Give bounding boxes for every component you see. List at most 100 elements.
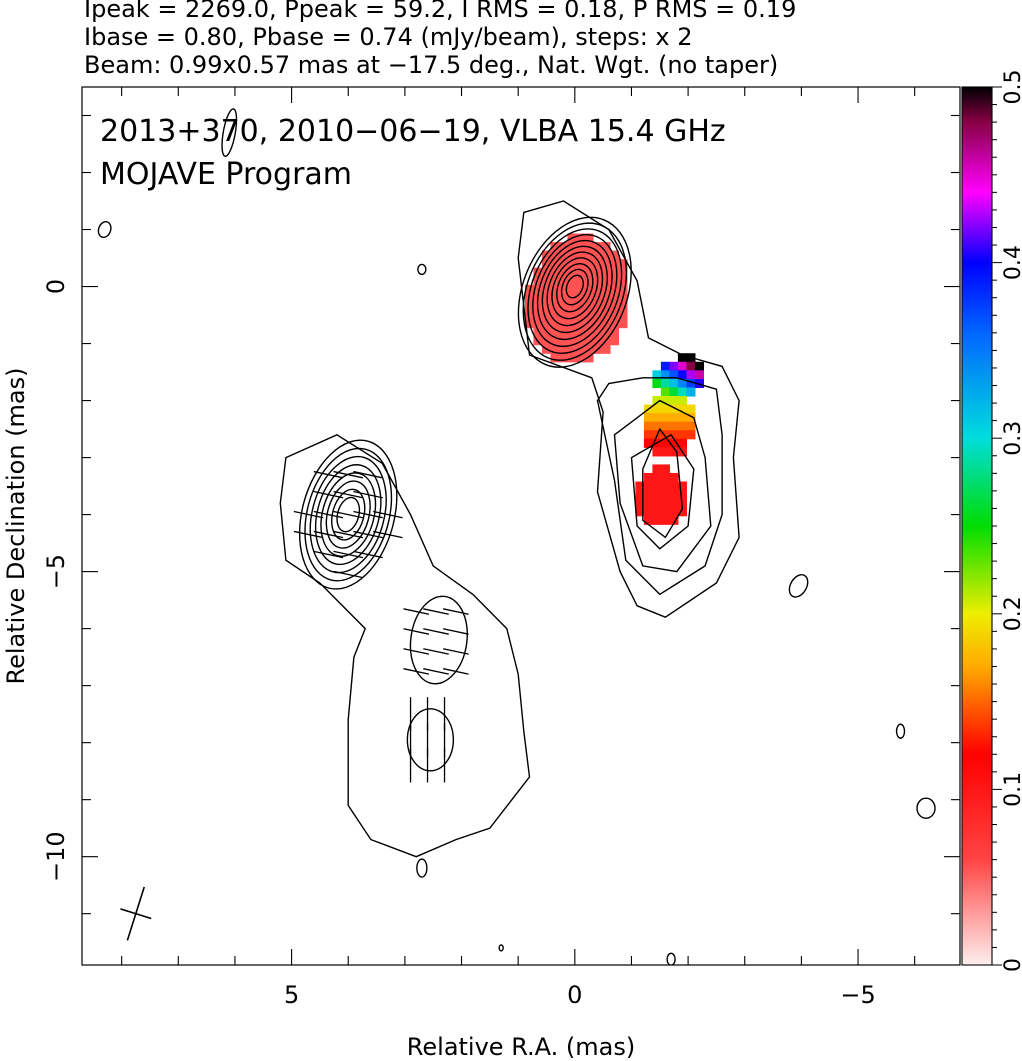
- pol-pixel: [584, 267, 594, 277]
- pol-pixel: [541, 267, 552, 277]
- pol-pixel: [550, 250, 560, 260]
- pol-pixel: [541, 250, 552, 260]
- evpa-tick: [423, 628, 449, 635]
- pol-pixel: [660, 498, 670, 508]
- pol-pixel: [601, 250, 611, 260]
- pol-pixel: [550, 284, 560, 294]
- pol-pixel: [660, 421, 670, 431]
- pol-pixel: [584, 276, 594, 286]
- pol-pixel: [575, 293, 586, 303]
- pol-pixel: [550, 301, 560, 312]
- pol-pixel: [669, 481, 679, 491]
- contour: [916, 797, 936, 819]
- pol-pixel: [643, 472, 653, 483]
- y-axis-label: Relative Declination (mas): [2, 367, 30, 684]
- pol-pixel: [592, 301, 603, 312]
- pol-pixel: [694, 361, 704, 371]
- pol-pixel: [609, 267, 620, 277]
- evpa-tick: [403, 648, 430, 655]
- pol-pixel: [524, 301, 535, 312]
- pol-pixel: [575, 336, 586, 346]
- contour: [331, 488, 366, 541]
- pol-pixel: [567, 301, 577, 312]
- evpa-tick: [353, 550, 383, 559]
- contour: [417, 263, 427, 276]
- contour: [416, 858, 428, 878]
- pol-pixel: [669, 507, 679, 517]
- pol-pixel: [533, 284, 543, 294]
- pol-pixel: [677, 353, 687, 363]
- evpa-tick: [373, 530, 403, 539]
- pol-pixel: [660, 507, 670, 517]
- colorbar: [962, 87, 992, 965]
- pol-pixel: [609, 327, 620, 337]
- evpa-tick: [313, 490, 344, 499]
- pol-pixel: [686, 421, 696, 431]
- pol-pixel: [601, 293, 611, 303]
- pol-pixel: [618, 267, 628, 277]
- pol-pixel: [584, 233, 594, 243]
- pol-pixel: [541, 259, 552, 269]
- contour: [666, 952, 676, 965]
- pol-pixel: [558, 242, 569, 252]
- pol-pixel: [660, 481, 670, 491]
- pol-pixel: [669, 421, 679, 431]
- pol-pixel: [660, 361, 670, 371]
- pol-pixel: [524, 310, 535, 320]
- evpa-tick: [443, 668, 469, 675]
- colorbar-tick-label: 0.4: [1001, 245, 1022, 280]
- pol-pixel: [652, 490, 662, 500]
- pol-pixel: [558, 319, 569, 329]
- pol-pixel: [677, 507, 687, 517]
- evpa-tick: [333, 490, 364, 499]
- pol-pixel: [686, 387, 696, 397]
- contour: [642, 427, 684, 539]
- pol-pixel: [694, 370, 704, 380]
- pol-pixel: [550, 327, 560, 337]
- pol-pixel: [677, 361, 687, 371]
- pol-pixel: [669, 395, 679, 406]
- pol-pixel: [652, 464, 662, 474]
- pol-pixel: [584, 250, 594, 260]
- pol-pixel: [677, 438, 687, 448]
- pol-pixel: [592, 242, 603, 252]
- pol-pixel: [677, 481, 687, 491]
- pol-pixel: [660, 413, 670, 423]
- contour: [613, 399, 712, 573]
- evpa-tick: [373, 510, 403, 519]
- pol-pixel: [669, 490, 679, 500]
- pol-pixel: [669, 498, 679, 508]
- pol-pixel: [592, 336, 603, 346]
- pol-pixel: [609, 336, 620, 346]
- contour: [221, 108, 238, 157]
- pol-pixel: [550, 242, 560, 252]
- pol-pixel: [558, 284, 569, 294]
- pol-pixel: [567, 344, 577, 354]
- evpa-tick: [333, 510, 364, 519]
- colorbar-tick-label: 0.5: [1001, 70, 1022, 105]
- pol-pixel: [601, 259, 611, 269]
- pol-pixel: [635, 498, 645, 508]
- contour: [788, 574, 809, 598]
- pol-pixel: [660, 387, 670, 397]
- pol-pixel: [643, 430, 653, 440]
- contour: [304, 447, 393, 582]
- pol-pixel: [652, 481, 662, 491]
- pol-pixel: [558, 259, 569, 269]
- contour: [541, 245, 608, 334]
- pol-pixel: [643, 498, 653, 508]
- pol-pixel: [609, 259, 620, 269]
- pol-pixel: [558, 301, 569, 312]
- evpa-tick: [293, 510, 324, 519]
- pol-pixel: [669, 387, 679, 397]
- pol-pixel: [558, 344, 569, 354]
- pol-pixel: [550, 293, 560, 303]
- pol-pixel: [643, 515, 653, 525]
- evpa-tick: [293, 530, 324, 539]
- evpa-tick: [403, 668, 430, 675]
- pol-pixel: [601, 242, 611, 252]
- pol-pixel: [533, 310, 543, 320]
- pol-pixel: [660, 464, 670, 474]
- pol-pixel: [669, 447, 679, 457]
- evpa-tick: [313, 530, 344, 539]
